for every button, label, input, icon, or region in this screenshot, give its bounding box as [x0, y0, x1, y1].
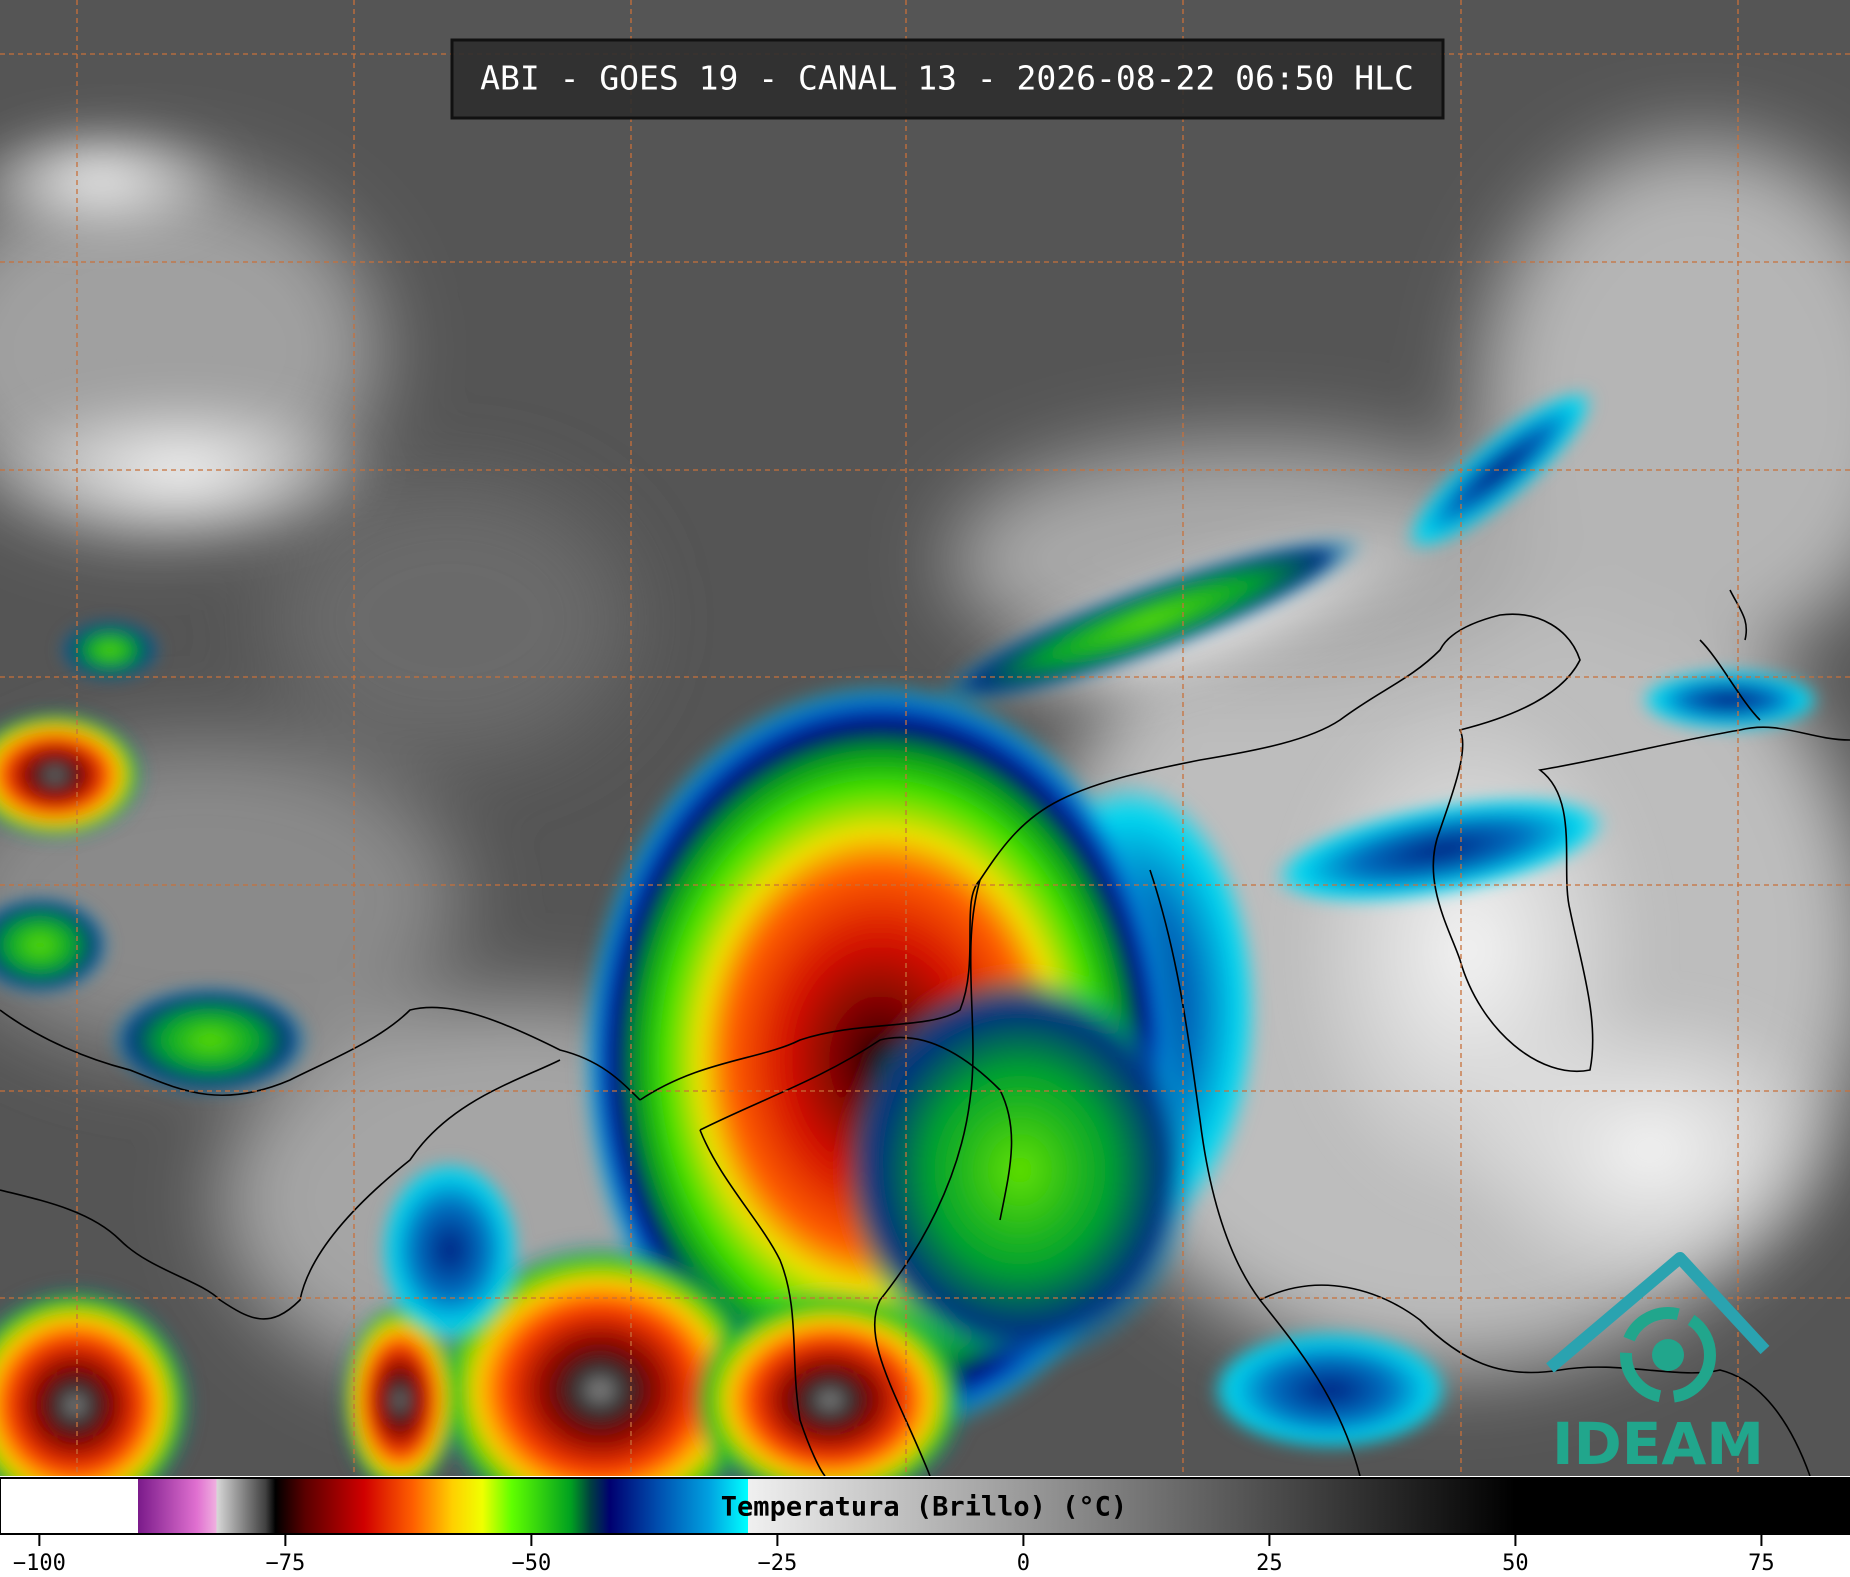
- tick-label: −50: [512, 1551, 552, 1576]
- tick-label: 0: [1017, 1551, 1030, 1576]
- logo: IDEAM: [1546, 1252, 1770, 1478]
- imagery: [0, 0, 1850, 1540]
- tick-label: −25: [758, 1551, 798, 1576]
- tick-label: −75: [265, 1551, 305, 1576]
- tick-label: 25: [1256, 1551, 1283, 1576]
- title-box: [450, 38, 1445, 120]
- graticule: [0, 0, 1850, 1476]
- logo-swirl: [1620, 1307, 1716, 1403]
- colorbar: [0, 1477, 1850, 1535]
- logo-roof: [1546, 1252, 1770, 1373]
- coastlines: [0, 589, 1850, 1477]
- tick-label: 50: [1502, 1551, 1529, 1576]
- tick-label: 75: [1748, 1551, 1775, 1576]
- tick-label: −100: [13, 1551, 66, 1576]
- colorbar-label: Temperatura (Brillo) (°C): [721, 1492, 1127, 1523]
- colorbar-ticks: −100 −75 −50 −25 0 25 50 75: [13, 1534, 1775, 1576]
- logo-text: IDEAM: [1552, 1410, 1764, 1478]
- logo-eye: [1652, 1339, 1684, 1371]
- title: ABI - GOES 19 - CANAL 13 - 2026-08-22 06…: [480, 59, 1414, 98]
